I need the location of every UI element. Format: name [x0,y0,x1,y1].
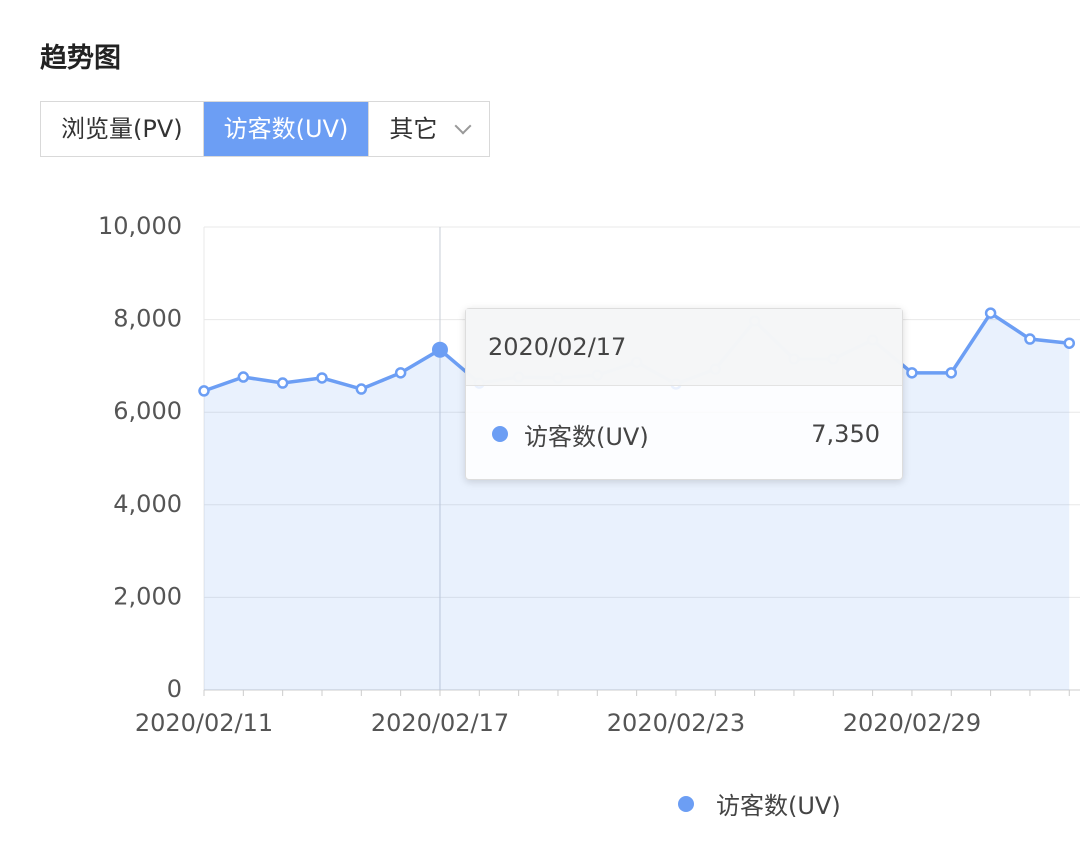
point [984,307,997,319]
y-tick-label: 4,000 [113,490,182,518]
tab-group: 浏览量(PV) 访客数(UV) 其它 [40,101,491,157]
point [276,377,289,389]
x-tick-label: 2020/02/29 [843,709,981,737]
dropdown-label: 其它 [389,115,438,143]
y-tick-label: 2,000 [113,582,182,610]
x-tick-label: 2020/02/23 [607,709,745,737]
point [1063,337,1076,349]
dropdown[interactable]: 其它 [369,102,489,156]
legend-dot [678,795,694,812]
point [237,371,250,383]
x-tick-label: 2020/02/11 [135,709,273,737]
tooltip-row: 访客数(UV) 7,350 [466,386,902,482]
y-tick-label: 8,000 [113,305,182,333]
point [316,372,328,384]
point [1024,333,1036,345]
y-tick-label: 0 [167,675,182,703]
page-title: 趋势图 [40,43,121,74]
y-tick-label: 10,000 [98,212,182,240]
tooltip-dot [492,426,508,442]
legend-label: 访客数(UV) [716,792,841,820]
tooltip: 2020/02/17 访客数(UV) 7,350 [465,308,903,480]
x-tick-label: 2020/02/17 [371,709,509,737]
point [355,383,368,395]
legend: 访客数(UV) [678,786,841,821]
y-tick-label: 6,000 [113,397,182,425]
tooltip-value: 7,350 [811,420,880,448]
point [906,367,918,379]
tooltip-title: 2020/02/17 [466,309,902,386]
highlight-point [431,341,448,358]
tooltip-series: 访客数(UV) [524,422,649,451]
point [198,385,210,397]
point [945,367,958,379]
point [394,367,407,379]
tab-active[interactable]: 访客数(UV) [203,102,370,156]
tab[interactable]: 浏览量(PV) [41,102,204,156]
